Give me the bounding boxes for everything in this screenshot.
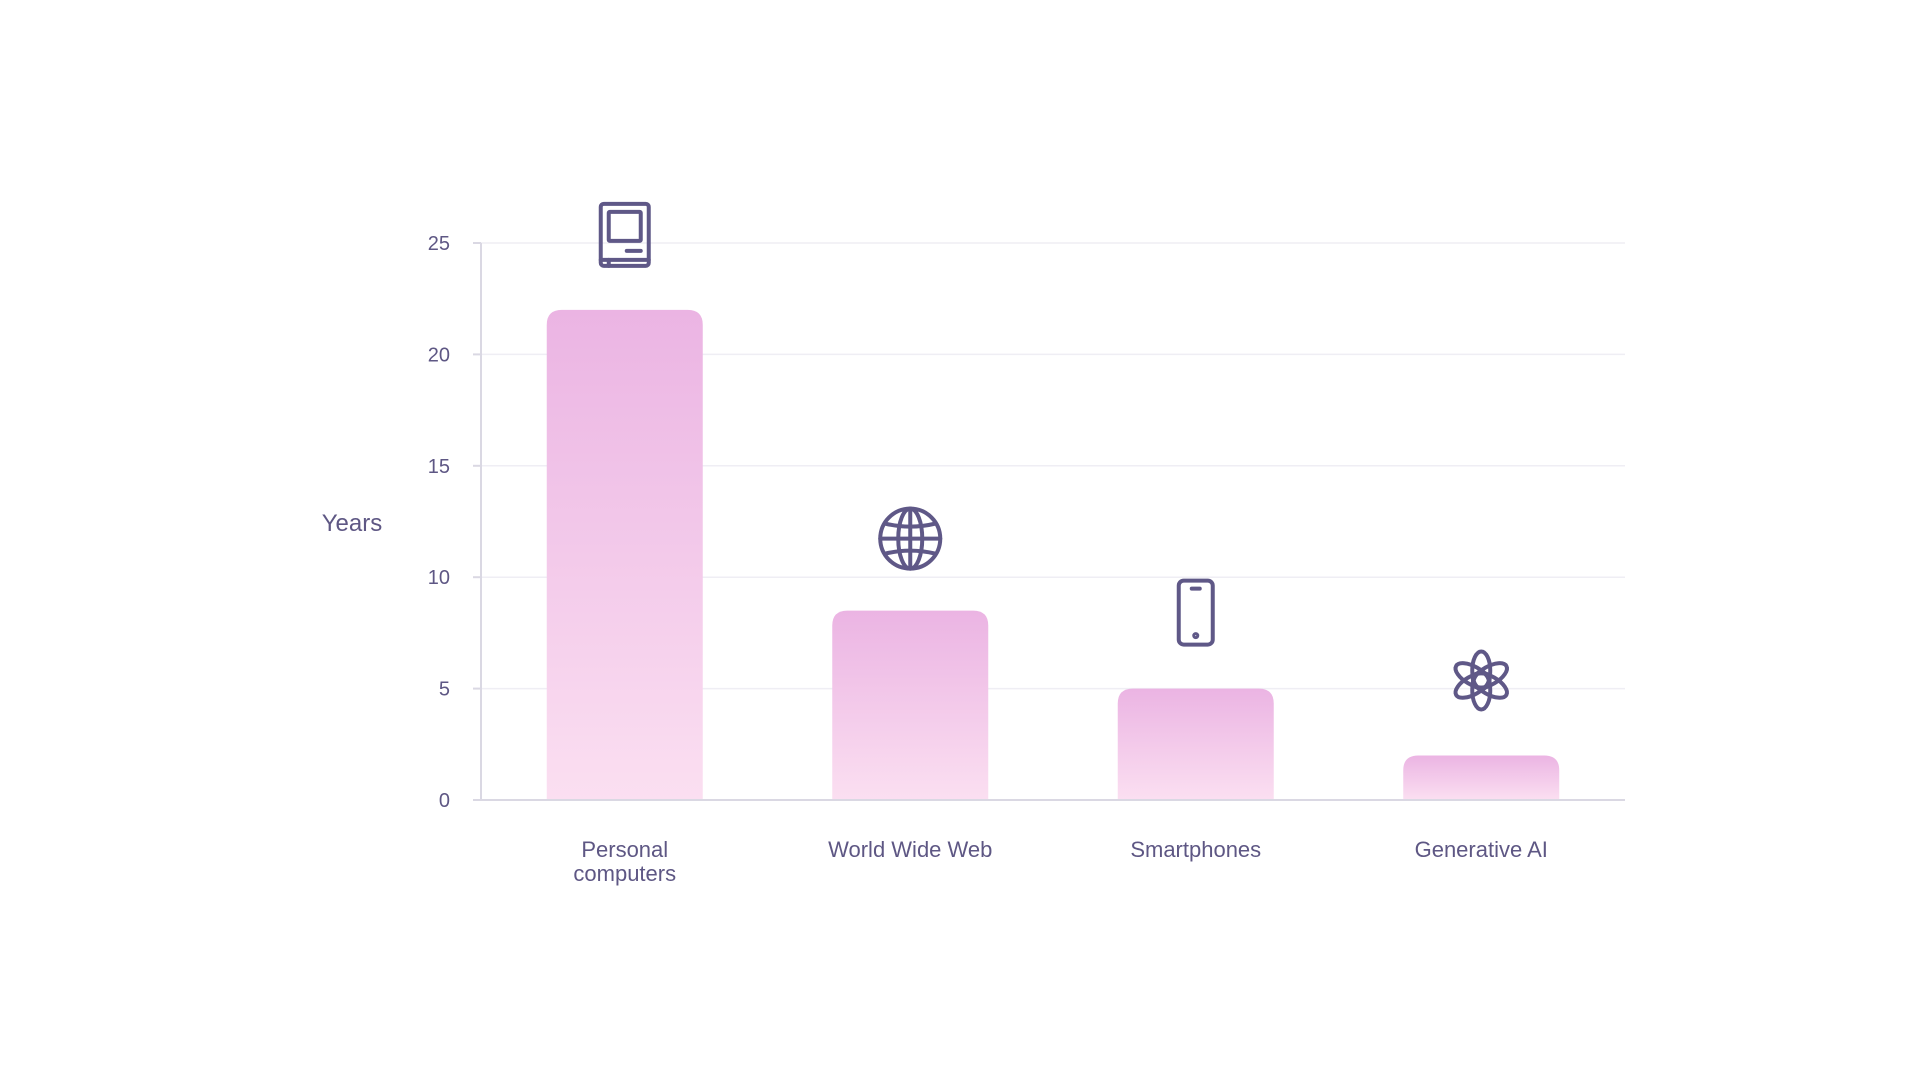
x-tick-label-line: Personal [581,837,668,862]
y-axis-ticks: 0 5 10 15 20 25 [428,233,481,812]
y-tick-label: 10 [428,567,450,589]
bar [546,309,703,800]
x-tick-label: Personal computers [573,837,676,886]
x-axis-category-labels: Personal computers World Wide Web Smartphon… [573,837,1548,886]
computer-icon [598,201,651,268]
x-tick-label-line: Smartphones [1130,837,1261,862]
y-tick-label: 20 [428,344,450,366]
globe-icon [878,506,943,571]
y-axis-label: Years [322,510,383,537]
bar [1403,755,1560,800]
openai-logo-icon [1453,649,1509,712]
x-tick-label: Generative AI [1415,837,1548,862]
x-tick-label: World Wide Web [828,837,992,862]
bar-icons [598,201,1509,712]
bar [832,610,989,800]
x-tick-label-line: computers [573,861,676,886]
y-tick-label: 5 [439,679,450,701]
y-tick-label: 15 [428,456,450,478]
x-tick-label-line: World Wide Web [828,837,992,862]
bars [546,309,1560,800]
bar [1117,688,1274,800]
smartphone-icon [1176,578,1215,647]
x-tick-label-line: Generative AI [1415,837,1548,862]
x-tick-label: Smartphones [1130,837,1261,862]
y-tick-label: 25 [428,233,450,255]
y-tick-label: 0 [439,790,450,812]
